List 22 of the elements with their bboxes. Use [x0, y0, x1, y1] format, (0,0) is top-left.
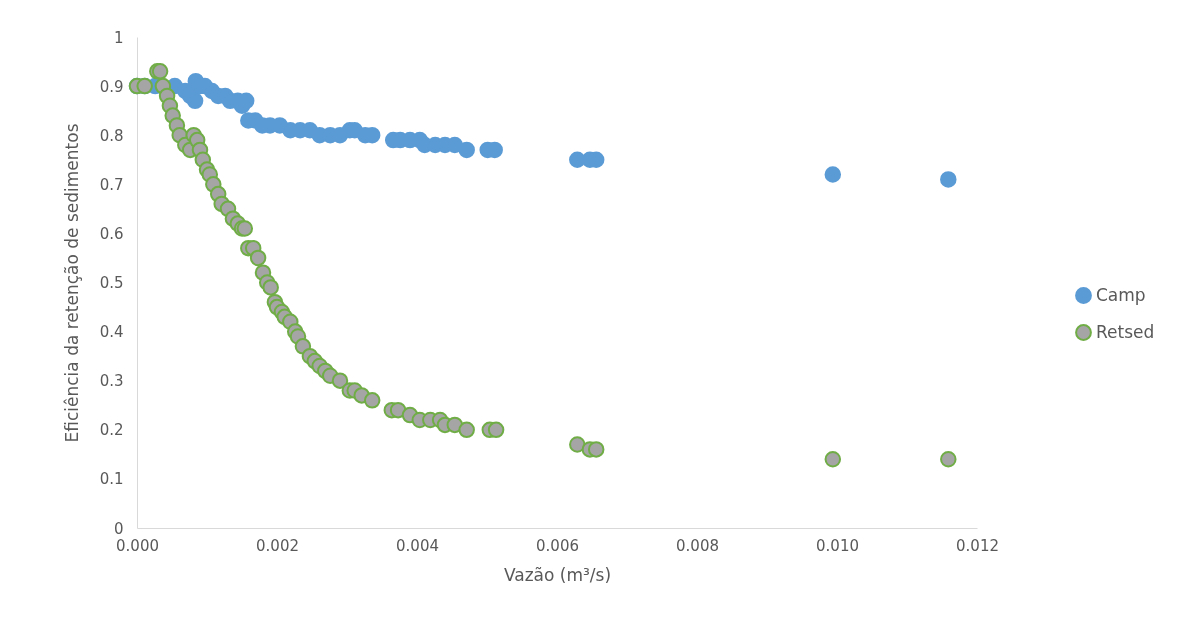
x-axis-title: Vazão (m³/s) — [503, 564, 612, 585]
x-tick-label: 0.000 — [116, 536, 159, 555]
legend-label: Retsed — [1096, 321, 1155, 342]
y-tick-label: 0.7 — [99, 175, 124, 194]
x-tick-label: 0.012 — [956, 536, 999, 555]
y-tick-label: 0.8 — [99, 126, 124, 145]
x-tick-label: 0.006 — [536, 536, 579, 555]
x-tick-label: 0.004 — [396, 536, 439, 555]
x-tick-label: 0.008 — [676, 536, 719, 555]
y-tick-label: 1 — [113, 28, 124, 47]
y-tick-label: 0.1 — [99, 470, 124, 489]
x-tick-label: 0.010 — [816, 536, 859, 555]
y-tick-label: 0.3 — [99, 372, 124, 391]
legend-label: Camp — [1096, 284, 1146, 305]
y-tick-label: 0 — [113, 519, 124, 538]
y-tick-label: 0.4 — [99, 323, 124, 342]
y-axis-title: Eficiência da retenção de sedimentos — [61, 123, 82, 443]
y-tick-label: 0.6 — [99, 224, 124, 243]
y-tick-label: 0.9 — [99, 77, 124, 96]
y-tick-label: 0.2 — [99, 421, 124, 440]
x-tick-label: 0.002 — [256, 536, 299, 555]
y-tick-label: 0.5 — [99, 274, 124, 292]
